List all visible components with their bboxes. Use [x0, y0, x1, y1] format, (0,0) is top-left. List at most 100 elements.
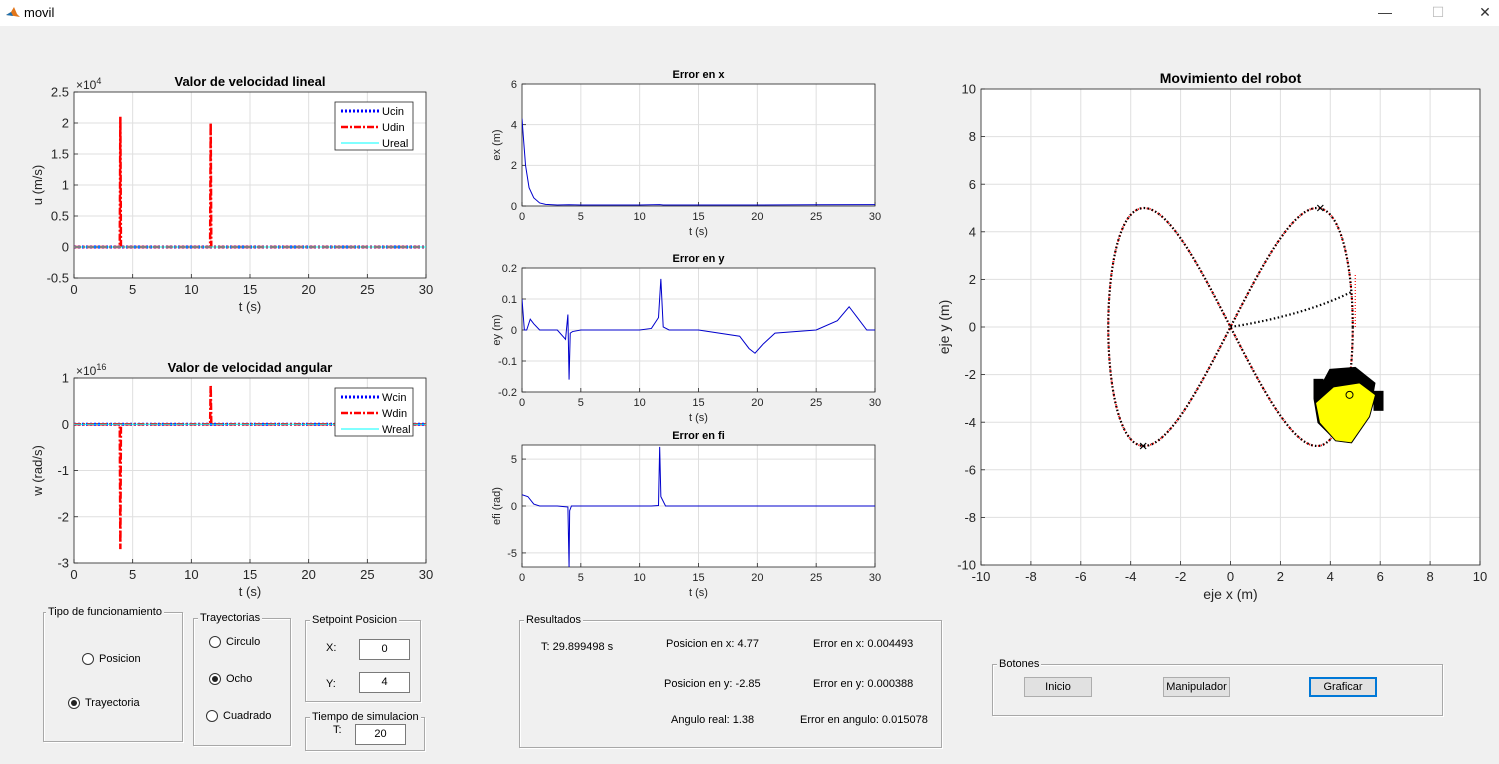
x-tick-label: 30	[419, 282, 433, 297]
x-tick-label: 25	[360, 567, 374, 582]
result-pos-x: Posicion en x: 4.77	[666, 638, 759, 650]
y-tick-label: -2	[57, 509, 69, 524]
x-tick-label: 10	[634, 572, 646, 584]
y-tick-label: 1	[62, 178, 69, 193]
y-tick-label: -4	[964, 415, 976, 430]
x-tick-label: 15	[243, 567, 257, 582]
x-tick-label: 15	[692, 572, 704, 584]
x-tick-label: -4	[1125, 569, 1137, 584]
y-axis-label: w (rad/s)	[30, 445, 45, 497]
y-tick-label: 8	[969, 129, 976, 144]
x-tick-label: 30	[869, 572, 881, 584]
x-tick-label: 20	[301, 282, 315, 297]
legend-label-ucin: Ucin	[382, 106, 404, 118]
axis-exponent: ×1016	[76, 362, 106, 378]
trajectory-marker	[1139, 442, 1147, 450]
x-tick-label: 20	[751, 397, 763, 409]
chart-title: Valor de velocidad angular	[168, 360, 333, 375]
result-err-y: Error en y: 0.000388	[813, 678, 914, 690]
robot-body	[1314, 382, 1377, 444]
robot-center-marker	[1345, 390, 1354, 399]
window-titlebar: movil — ☐ ✕	[0, 0, 1499, 26]
setpoint-y-input[interactable]: 4	[359, 672, 410, 693]
y-tick-label: -3	[57, 556, 69, 571]
panel-botones	[992, 664, 1443, 716]
x-tick-label: -10	[972, 569, 991, 584]
y-tick-label: 0	[969, 320, 976, 335]
series-group	[74, 116, 426, 249]
x-axis-label: eje x (m)	[1203, 586, 1257, 602]
panel-tiempo-title: Tiempo de simulacion	[310, 711, 421, 723]
y-tick-label: 0	[511, 501, 517, 513]
chart-title: Error en fi	[672, 430, 725, 442]
y-tick-label: 0	[511, 201, 517, 213]
legend-label-wreal: Wreal	[382, 424, 411, 436]
chart-2: 0 5 10 15 20 25 30 -3 -2 -1 0 1 Valor de velocidad a…	[30, 360, 433, 599]
series-group	[522, 278, 875, 380]
x-tick-label: -8	[1025, 569, 1037, 584]
x-tick-label: 20	[301, 567, 315, 582]
tiempo-input[interactable]: 20	[355, 724, 406, 745]
radio-posicion[interactable]	[82, 653, 94, 665]
y-tick-label: 0.5	[51, 209, 69, 224]
x-tick-label: 0	[70, 567, 77, 582]
series-line-error	[522, 278, 875, 380]
y-tick-label: 0	[62, 240, 69, 255]
x-tick-label: -2	[1175, 569, 1187, 584]
robot-icon	[1313, 366, 1384, 444]
x-tick-label: 0	[1227, 569, 1234, 584]
radio-ocho[interactable]	[209, 673, 221, 685]
x-tick-label: 6	[1377, 569, 1384, 584]
y-tick-label: -6	[964, 462, 976, 477]
maximize-button[interactable]: ☐	[1431, 4, 1445, 20]
x-tick-label: 30	[419, 567, 433, 582]
y-tick-label: 2.5	[51, 85, 69, 100]
x-tick-label: 25	[360, 282, 374, 297]
y-tick-label: 2	[969, 272, 976, 287]
radio-posicion-label: Posicion	[99, 653, 141, 665]
legend-label-wdin: Wdin	[382, 408, 407, 420]
x-tick-label: 15	[692, 211, 704, 223]
y-tick-label: 0.1	[502, 294, 517, 306]
y-tick-label: 0	[511, 325, 517, 337]
setpoint-x-input[interactable]: 0	[359, 639, 410, 660]
x-axis-label: t (s)	[689, 587, 708, 599]
minimize-button[interactable]: —	[1378, 4, 1392, 20]
radio-cuadrado[interactable]	[206, 710, 218, 722]
inicio-button[interactable]: Inicio	[1024, 677, 1092, 697]
manipulador-button[interactable]: Manipulador	[1163, 677, 1230, 697]
close-button[interactable]: ✕	[1479, 4, 1491, 20]
chart-title: Movimiento del robot	[1160, 70, 1302, 86]
radio-trayectoria[interactable]	[68, 697, 80, 709]
robot-trajectory	[1107, 206, 1354, 448]
x-tick-label: 15	[243, 282, 257, 297]
x-tick-label: 0	[519, 572, 525, 584]
result-angulo: Angulo real: 1.38	[671, 714, 755, 726]
panel-botones-title: Botones	[997, 658, 1042, 670]
legend-label-wcin: Wcin	[382, 392, 406, 404]
panel-tipo-funcionamiento	[43, 612, 183, 742]
y-tick-label: 5	[511, 454, 517, 466]
radio-circulo[interactable]	[209, 636, 221, 648]
x-axis-label: t (s)	[239, 299, 261, 314]
legend: Wcin Wdin Wreal	[334, 387, 414, 437]
x-tick-label: 10	[634, 211, 646, 223]
chart-6: -10 -8 -6 -4 -2 0 2 4 6 8 10 -10 -8 -6 -4 -2 0 2 4 6 8 10 Movi…	[936, 70, 1487, 602]
matlab-app-icon	[5, 5, 21, 21]
radio-circulo-label: Circulo	[226, 636, 261, 648]
y-tick-label: -8	[964, 510, 976, 525]
x-tick-label: 30	[869, 397, 881, 409]
x-tick-label: 0	[519, 211, 525, 223]
graficar-button[interactable]: Graficar	[1309, 677, 1377, 697]
y-tick-label: -1	[57, 463, 69, 478]
x-tick-label: 4	[1327, 569, 1334, 584]
series-line-error	[522, 118, 875, 206]
result-time: T: 29.899498 s	[541, 641, 614, 653]
y-tick-label: 1.5	[51, 147, 69, 162]
y-tick-label: 0.2	[502, 263, 517, 275]
y-axis-label: ex (m)	[491, 129, 503, 160]
x-tick-label: 5	[129, 567, 136, 582]
